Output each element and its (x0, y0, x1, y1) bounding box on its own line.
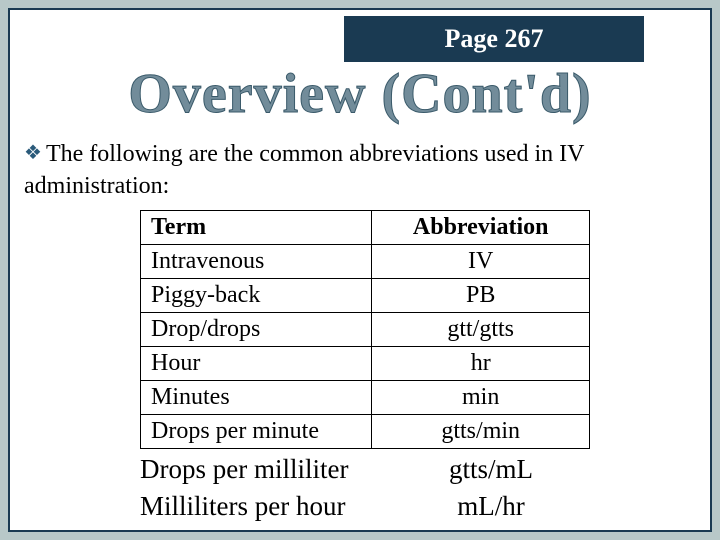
table-row: Piggy-back PB (141, 279, 590, 313)
extra-row: Milliliters per hour mL/hr (132, 491, 602, 528)
table-row: Drop/drops gtt/gtts (141, 313, 590, 347)
extra-abbr: mL/hr (380, 491, 602, 528)
intro-paragraph: ❖The following are the common abbreviati… (24, 138, 696, 203)
cell-term: Piggy-back (141, 279, 372, 313)
diamond-bullet-icon: ❖ (24, 140, 42, 167)
page-banner-text: Page 267 (445, 24, 544, 54)
abbreviations-table: Term Abbreviation Intravenous IV Piggy-b… (140, 210, 590, 449)
extra-abbr: gtts/mL (380, 454, 602, 491)
table-row: Hour hr (141, 347, 590, 381)
table-row: Intravenous IV (141, 245, 590, 279)
cell-abbr: min (372, 381, 590, 415)
cell-term: Hour (141, 347, 372, 381)
header-term: Term (141, 211, 372, 245)
cell-abbr: gtts/min (372, 415, 590, 449)
cell-term: Drops per minute (141, 415, 372, 449)
cell-term: Minutes (141, 381, 372, 415)
cell-abbr: PB (372, 279, 590, 313)
cell-abbr: hr (372, 347, 590, 381)
abbreviations-table-container: Term Abbreviation Intravenous IV Piggy-b… (140, 210, 590, 449)
cell-term: Drop/drops (141, 313, 372, 347)
extra-term: Milliliters per hour (132, 491, 380, 528)
table-row: Minutes min (141, 381, 590, 415)
slide-frame: Page 267 Overview (Cont'd) ❖The followin… (8, 8, 712, 532)
header-abbreviation: Abbreviation (372, 211, 590, 245)
cell-term: Intravenous (141, 245, 372, 279)
cell-abbr: gtt/gtts (372, 313, 590, 347)
extra-term: Drops per milliliter (132, 454, 380, 491)
page-banner: Page 267 (344, 16, 644, 62)
slide-title: Overview (Cont'd) (10, 62, 710, 126)
cell-abbr: IV (372, 245, 590, 279)
extra-rows-container: Drops per milliliter gtts/mL Milliliters… (132, 454, 602, 528)
extra-row: Drops per milliliter gtts/mL (132, 454, 602, 491)
table-row: Drops per minute gtts/min (141, 415, 590, 449)
intro-text: The following are the common abbreviatio… (24, 141, 584, 199)
table-header-row: Term Abbreviation (141, 211, 590, 245)
